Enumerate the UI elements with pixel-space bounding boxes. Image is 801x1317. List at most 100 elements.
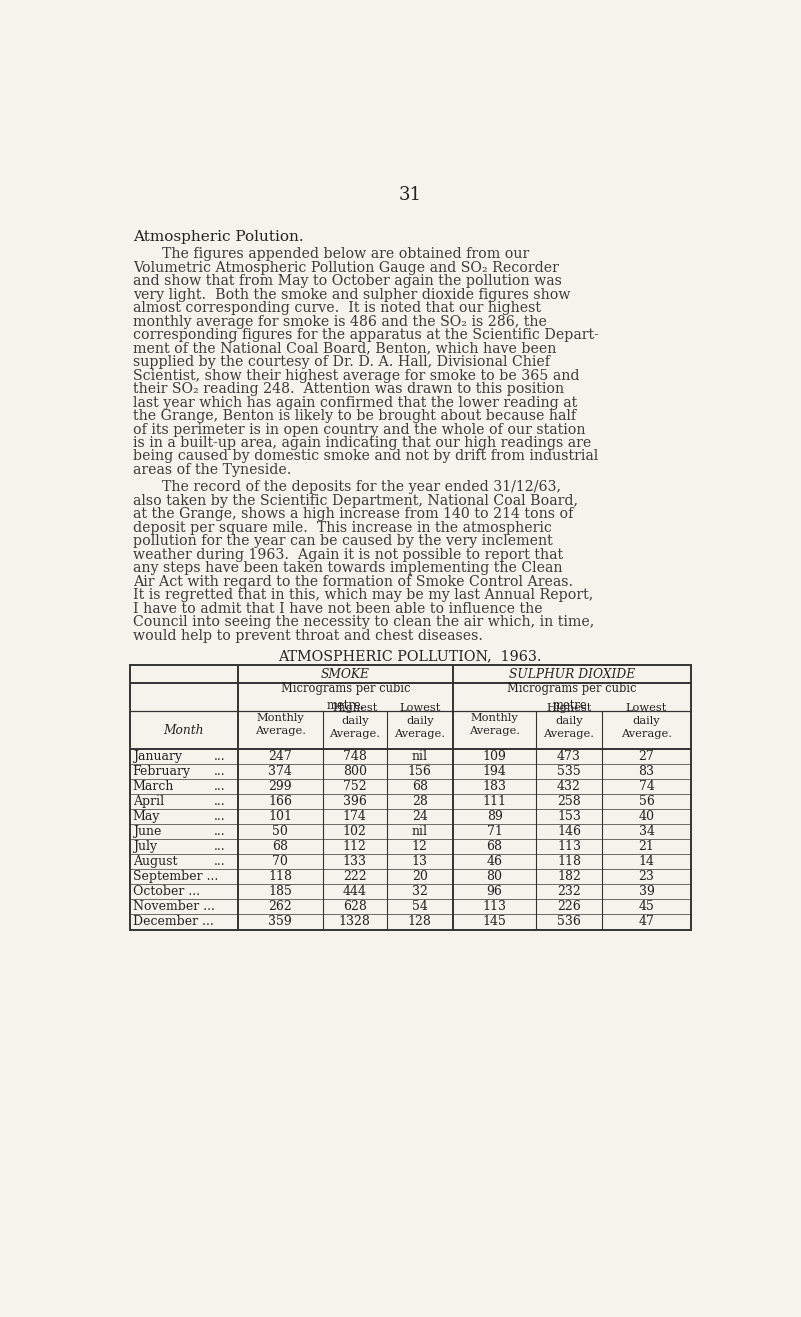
- Text: 128: 128: [408, 915, 432, 928]
- Text: pollution for the year can be caused by the very inclement: pollution for the year can be caused by …: [133, 535, 553, 548]
- Text: ATMOSPHERIC POLLUTION,  1963.: ATMOSPHERIC POLLUTION, 1963.: [279, 649, 541, 664]
- Text: 536: 536: [557, 915, 581, 928]
- Text: 112: 112: [343, 840, 367, 853]
- Text: 226: 226: [557, 901, 581, 913]
- Text: also taken by the Scientific Department, National Coal Board,: also taken by the Scientific Department,…: [133, 494, 578, 508]
- Text: ...: ...: [214, 840, 226, 853]
- Text: 68: 68: [412, 780, 428, 793]
- Text: June: June: [133, 824, 161, 838]
- Text: September ...: September ...: [133, 871, 218, 884]
- Text: Highest
daily
Average.: Highest daily Average.: [544, 703, 594, 739]
- Text: 359: 359: [268, 915, 292, 928]
- Text: 752: 752: [343, 780, 367, 793]
- Text: Lowest
daily
Average.: Lowest daily Average.: [394, 703, 445, 739]
- Text: 153: 153: [557, 810, 581, 823]
- Text: Micrograms per cubic
metre.: Micrograms per cubic metre.: [280, 682, 410, 711]
- Text: 183: 183: [482, 780, 506, 793]
- Text: 174: 174: [343, 810, 367, 823]
- Text: ...: ...: [214, 810, 226, 823]
- Text: 258: 258: [557, 795, 581, 809]
- Text: 46: 46: [486, 855, 502, 868]
- Text: 145: 145: [483, 915, 506, 928]
- Text: January: January: [133, 749, 182, 763]
- Text: very light.  Both the smoke and sulpher dioxide figures show: very light. Both the smoke and sulpher d…: [133, 288, 570, 302]
- Text: ...: ...: [214, 765, 226, 778]
- Text: ...: ...: [214, 824, 226, 838]
- Text: 473: 473: [557, 749, 581, 763]
- Text: 54: 54: [412, 901, 428, 913]
- Text: any steps have been taken towards implementing the Clean: any steps have been taken towards implem…: [133, 561, 562, 576]
- Text: 12: 12: [412, 840, 428, 853]
- Text: 247: 247: [268, 749, 292, 763]
- Text: SULPHUR DIOXIDE: SULPHUR DIOXIDE: [509, 668, 635, 681]
- Text: Lowest
daily
Average.: Lowest daily Average.: [621, 703, 672, 739]
- Text: SMOKE: SMOKE: [321, 668, 370, 681]
- Text: 101: 101: [268, 810, 292, 823]
- Text: May: May: [133, 810, 160, 823]
- Text: July: July: [133, 840, 157, 853]
- Text: 32: 32: [412, 885, 428, 898]
- Text: 80: 80: [486, 871, 502, 884]
- Text: 146: 146: [557, 824, 581, 838]
- Text: 1328: 1328: [339, 915, 371, 928]
- Text: nil: nil: [412, 749, 428, 763]
- Text: 28: 28: [412, 795, 428, 809]
- Text: 89: 89: [487, 810, 502, 823]
- Text: 70: 70: [272, 855, 288, 868]
- Text: 20: 20: [412, 871, 428, 884]
- Text: and show that from May to October again the pollution was: and show that from May to October again …: [133, 274, 562, 288]
- Text: 628: 628: [343, 901, 367, 913]
- Text: corresponding figures for the apparatus at the Scientific Depart-: corresponding figures for the apparatus …: [133, 328, 598, 342]
- Text: deposit per square mile.  This increase in the atmospheric: deposit per square mile. This increase i…: [133, 520, 552, 535]
- Text: 232: 232: [557, 885, 581, 898]
- Text: 47: 47: [638, 915, 654, 928]
- Text: at the Grange, shows a high increase from 140 to 214 tons of: at the Grange, shows a high increase fro…: [133, 507, 573, 522]
- Text: February: February: [133, 765, 191, 778]
- Text: ...: ...: [214, 855, 226, 868]
- Text: Month: Month: [163, 724, 204, 738]
- Text: almost corresponding curve.  It is noted that our highest: almost corresponding curve. It is noted …: [133, 302, 541, 315]
- Text: November ...: November ...: [133, 901, 215, 913]
- Text: 74: 74: [638, 780, 654, 793]
- Text: areas of the Tyneside.: areas of the Tyneside.: [133, 464, 291, 477]
- Text: 800: 800: [343, 765, 367, 778]
- Text: ...: ...: [214, 795, 226, 809]
- Text: of its perimeter is in open country and the whole of our station: of its perimeter is in open country and …: [133, 423, 586, 436]
- Text: is in a built-up area, again indicating that our high readings are: is in a built-up area, again indicating …: [133, 436, 591, 450]
- Text: ment of the National Coal Board, Benton, which have been: ment of the National Coal Board, Benton,…: [133, 341, 556, 356]
- Text: Atmospheric Polution.: Atmospheric Polution.: [133, 229, 304, 244]
- Text: 96: 96: [487, 885, 502, 898]
- Text: 27: 27: [638, 749, 654, 763]
- Text: ...: ...: [214, 749, 226, 763]
- Text: Council into seeing the necessity to clean the air which, in time,: Council into seeing the necessity to cle…: [133, 615, 594, 630]
- Text: supplied by the courtesy of Dr. D. A. Hall, Divisional Chief: supplied by the courtesy of Dr. D. A. Ha…: [133, 356, 549, 369]
- Text: 113: 113: [557, 840, 581, 853]
- Text: 182: 182: [557, 871, 581, 884]
- Text: 396: 396: [343, 795, 367, 809]
- Text: 68: 68: [272, 840, 288, 853]
- Text: 133: 133: [343, 855, 367, 868]
- Text: 24: 24: [412, 810, 428, 823]
- Text: Highest
daily
Average.: Highest daily Average.: [329, 703, 380, 739]
- Text: their SO₂ reading 248.  Attention was drawn to this position: their SO₂ reading 248. Attention was dra…: [133, 382, 564, 396]
- Text: The figures appended below are obtained from our: The figures appended below are obtained …: [162, 248, 529, 261]
- Text: October ...: October ...: [133, 885, 199, 898]
- Bar: [130, 665, 691, 930]
- Text: 118: 118: [268, 871, 292, 884]
- Text: Monthly
Average.: Monthly Average.: [469, 712, 520, 736]
- Text: 50: 50: [272, 824, 288, 838]
- Text: August: August: [133, 855, 177, 868]
- Text: 374: 374: [268, 765, 292, 778]
- Text: 71: 71: [487, 824, 502, 838]
- Text: 39: 39: [638, 885, 654, 898]
- Text: Volumetric Atmospheric Pollution Gauge and SO₂ Recorder: Volumetric Atmospheric Pollution Gauge a…: [133, 261, 558, 275]
- Text: April: April: [133, 795, 163, 809]
- Text: nil: nil: [412, 824, 428, 838]
- Text: 194: 194: [483, 765, 506, 778]
- Text: monthly average for smoke is 486 and the SO₂ is 286, the: monthly average for smoke is 486 and the…: [133, 315, 546, 329]
- Text: 109: 109: [483, 749, 506, 763]
- Text: 45: 45: [638, 901, 654, 913]
- Text: 444: 444: [343, 885, 367, 898]
- Text: 102: 102: [343, 824, 367, 838]
- Text: 156: 156: [408, 765, 432, 778]
